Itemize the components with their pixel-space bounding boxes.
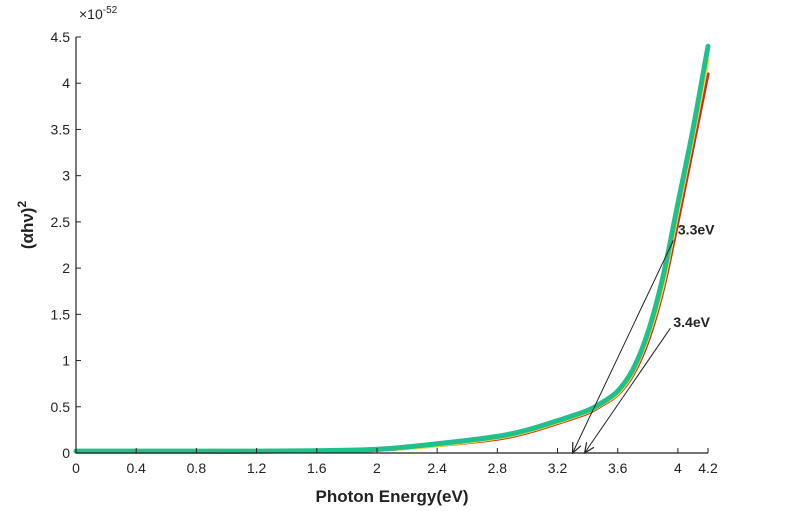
x-tick-label: 0: [72, 460, 80, 476]
y-tick-label: 1.5: [51, 306, 71, 322]
x-tick-label: 4: [674, 460, 682, 476]
y-tick-label: 0: [62, 445, 70, 461]
y-scale-exponent: -52: [103, 5, 118, 16]
y-tick-label: 2: [62, 260, 70, 276]
y-tick-label: 4: [62, 75, 70, 91]
x-tick-label: 2: [373, 460, 381, 476]
y-scale-base: ×10: [79, 6, 103, 22]
x-tick-label: 1.6: [307, 460, 327, 476]
annotation-layer: 3.3eV 3.4eV: [571, 222, 715, 455]
y-scale-multiplier: ×10-52: [79, 5, 118, 22]
annotation-line-2: [584, 327, 671, 454]
x-axis-label: Photon Energy(eV): [315, 487, 468, 506]
y-axis-ticks: 0 0.5 1 1.5 2 2.5 3 3.5 4 4.5: [51, 29, 81, 461]
series-line-4: [73, 43, 711, 454]
y-tick-label: 4.5: [51, 29, 71, 45]
x-tick-label: 4.2: [698, 460, 718, 476]
annotation-label-1: 3.3eV: [678, 222, 715, 238]
y-tick-label: 3.5: [51, 121, 71, 137]
x-axis-ticks: 0 0.4 0.8 1.2 1.6 2 2.4 2.8 3.2 3.6 4 4.2: [72, 448, 718, 476]
x-tick-label: 3.6: [608, 460, 628, 476]
y-tick-label: 1: [62, 353, 70, 369]
y-axis-label-base: (αhν): [18, 208, 37, 250]
x-tick-label: 2.4: [427, 460, 447, 476]
y-axis-label-superscript: 2: [15, 201, 29, 208]
series-layer: [73, 43, 711, 454]
annotation-label-2: 3.4eV: [673, 314, 710, 330]
y-tick-label: 3: [62, 168, 70, 184]
y-axis-label: (αhν)2: [15, 201, 37, 250]
x-tick-label: 1.2: [247, 460, 267, 476]
series-line-3: [74, 47, 710, 454]
x-tick-label: 3.2: [548, 460, 568, 476]
x-tick-label: 0.8: [187, 460, 207, 476]
plot-area: 3.3eV 3.4eV: [73, 37, 715, 455]
y-tick-label: 2.5: [51, 214, 71, 230]
annotation-line-1: [572, 240, 674, 454]
y-tick-label: 0.5: [51, 399, 71, 415]
x-tick-label: 0.4: [126, 460, 146, 476]
x-tick-label: 2.8: [488, 460, 508, 476]
